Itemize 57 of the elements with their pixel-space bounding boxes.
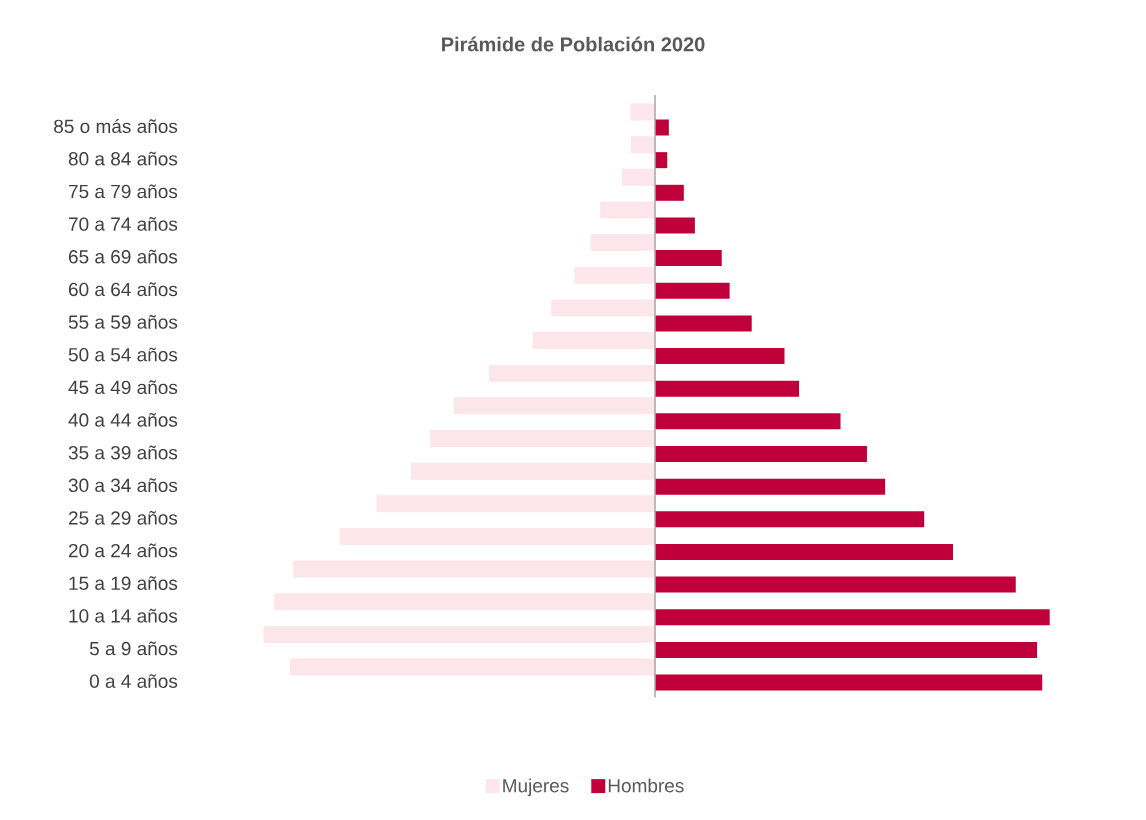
bar — [293, 560, 656, 578]
bar — [590, 234, 656, 252]
bar — [289, 658, 656, 676]
bar — [600, 201, 656, 219]
bar — [630, 103, 656, 121]
bar — [655, 543, 954, 560]
chart-title: Pirámide de Población 2020 — [442, 36, 705, 52]
y-tick-label: 20 a 24 años — [68, 543, 178, 558]
bar — [655, 152, 668, 169]
bar — [488, 364, 656, 382]
y-tick-label: 25 a 29 años — [68, 510, 178, 525]
bar — [453, 397, 656, 415]
y-tick-label: 0 a 4 años — [89, 674, 178, 688]
y-tick-label: 75 a 79 años — [68, 184, 178, 199]
y-tick-label: 60 a 64 años — [68, 282, 178, 297]
bar — [655, 315, 752, 332]
bar — [621, 168, 656, 186]
y-tick-label: 10 a 14 años — [69, 608, 178, 623]
bar — [655, 184, 684, 201]
bar — [655, 446, 867, 462]
bar — [655, 380, 800, 397]
y-tick-label: 55 a 59 años — [68, 315, 178, 329]
bar — [340, 527, 656, 545]
y-tick-label: 50 a 54 años — [68, 347, 178, 362]
y-tick-label: 40 a 44 años — [68, 412, 178, 427]
bar — [655, 478, 886, 495]
bar — [630, 136, 656, 154]
y-tick-label: 30 a 34 años — [68, 478, 178, 493]
y-tick-label: 80 a 84 años — [68, 151, 178, 166]
legend-label: Hombres — [608, 778, 684, 793]
bar — [430, 430, 656, 447]
y-tick-label: 45 a 49 años — [68, 380, 178, 395]
bar — [574, 266, 656, 284]
y-tick-label: 5 a 9 años — [89, 641, 178, 656]
legend-label: Mujeres — [503, 778, 569, 797]
y-tick-label: 35 a 39 años — [68, 445, 178, 460]
bar — [263, 625, 656, 643]
y-tick-label: 65 a 69 años — [68, 249, 178, 264]
y-tick-label: 70 a 74 años — [68, 217, 178, 231]
bar — [376, 495, 656, 513]
bar — [655, 674, 1043, 691]
bar — [655, 609, 1050, 626]
bar — [655, 250, 722, 267]
bar — [655, 119, 669, 136]
bar — [411, 462, 656, 480]
bar — [655, 576, 1016, 593]
bar — [655, 413, 841, 430]
bar — [655, 348, 785, 365]
y-tick-label: 85 o más años — [54, 118, 178, 134]
bar — [655, 282, 730, 299]
y-tick-label: 15 a 19 años — [69, 576, 178, 591]
bar — [532, 332, 656, 350]
bar — [655, 217, 695, 234]
bar — [655, 641, 1038, 658]
bar — [274, 593, 656, 611]
bar — [655, 511, 925, 528]
bar — [551, 299, 656, 317]
